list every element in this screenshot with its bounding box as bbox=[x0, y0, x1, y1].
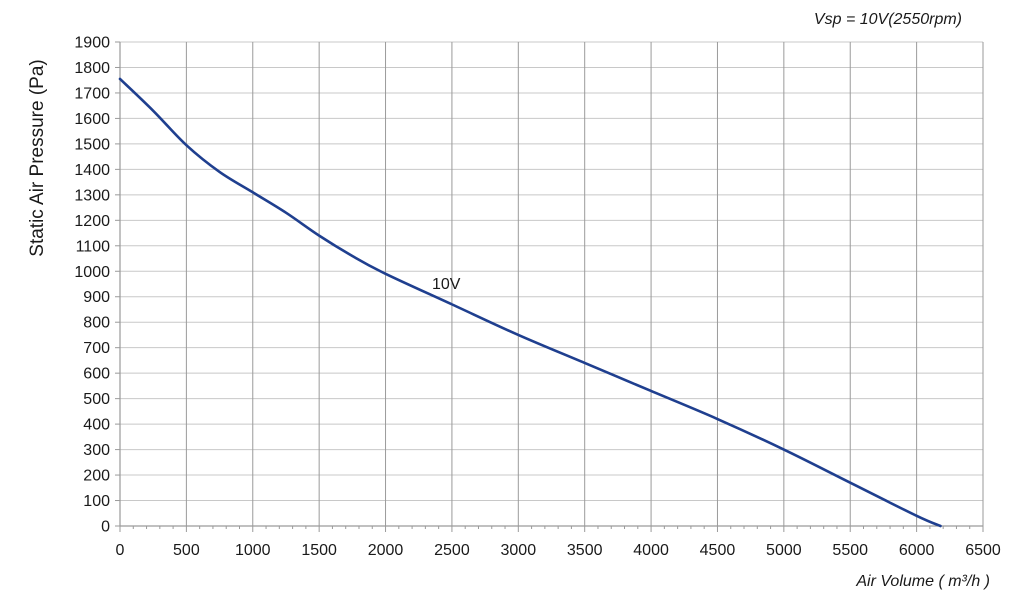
y-tick-label: 1100 bbox=[76, 238, 111, 255]
x-tick-label: 2500 bbox=[434, 542, 470, 559]
y-tick-label: 400 bbox=[83, 417, 110, 434]
x-tick-label: 2000 bbox=[368, 542, 404, 559]
y-tick-label: 1400 bbox=[74, 162, 110, 179]
grid bbox=[120, 41, 984, 526]
y-tick-label: 1500 bbox=[74, 136, 110, 153]
x-tick-label: 5500 bbox=[832, 542, 868, 559]
y-axis-title: Static Air Pressure (Pa) bbox=[27, 59, 48, 256]
y-tick-label: 700 bbox=[83, 340, 110, 357]
y-tick-label: 300 bbox=[83, 442, 110, 459]
x-tick-label: 6500 bbox=[965, 542, 1001, 559]
y-tick-label: 200 bbox=[83, 468, 110, 485]
y-tick-label: 1800 bbox=[74, 60, 110, 77]
y-tick-label: 0 bbox=[101, 519, 110, 536]
tick-labels: 0 100 200 300 400 500 600 700 800 900 1000 1100 1200… bbox=[74, 35, 1000, 560]
y-tick-label: 500 bbox=[83, 391, 110, 408]
axes bbox=[115, 41, 984, 532]
series bbox=[118, 77, 942, 528]
x-tick-label: 500 bbox=[173, 542, 200, 559]
x-axis-title: Air Volume ( m³/h ) bbox=[855, 573, 990, 590]
y-tick-label: 1900 bbox=[74, 35, 110, 52]
x-tick-label: 1000 bbox=[235, 542, 271, 559]
x-tick-label: 1500 bbox=[301, 542, 337, 559]
y-tick-label: 1600 bbox=[74, 111, 110, 128]
y-tick-label: 600 bbox=[83, 366, 110, 383]
series-line-10v bbox=[118, 77, 942, 528]
x-tick-label: 3500 bbox=[567, 542, 603, 559]
x-tick-label: 4000 bbox=[633, 542, 669, 559]
y-tick-label: 1300 bbox=[74, 187, 110, 204]
x-tick-label: 3000 bbox=[501, 542, 537, 559]
y-tick-label: 1000 bbox=[74, 264, 110, 281]
y-tick-label: 800 bbox=[83, 315, 110, 332]
x-tick-label: 6000 bbox=[899, 542, 935, 559]
y-tick-label: 1700 bbox=[74, 85, 110, 102]
y-tick-label: 1200 bbox=[74, 213, 110, 230]
series-label-10v: 10V bbox=[432, 276, 461, 293]
y-tick-label: 900 bbox=[83, 289, 110, 306]
chart-annotation: Vsp = 10V(2550rpm) bbox=[814, 11, 962, 28]
x-tick-label: 4500 bbox=[700, 542, 736, 559]
x-tick-label: 5000 bbox=[766, 542, 802, 559]
x-tick-label: 0 bbox=[116, 542, 125, 559]
y-tick-label: 100 bbox=[83, 493, 110, 510]
